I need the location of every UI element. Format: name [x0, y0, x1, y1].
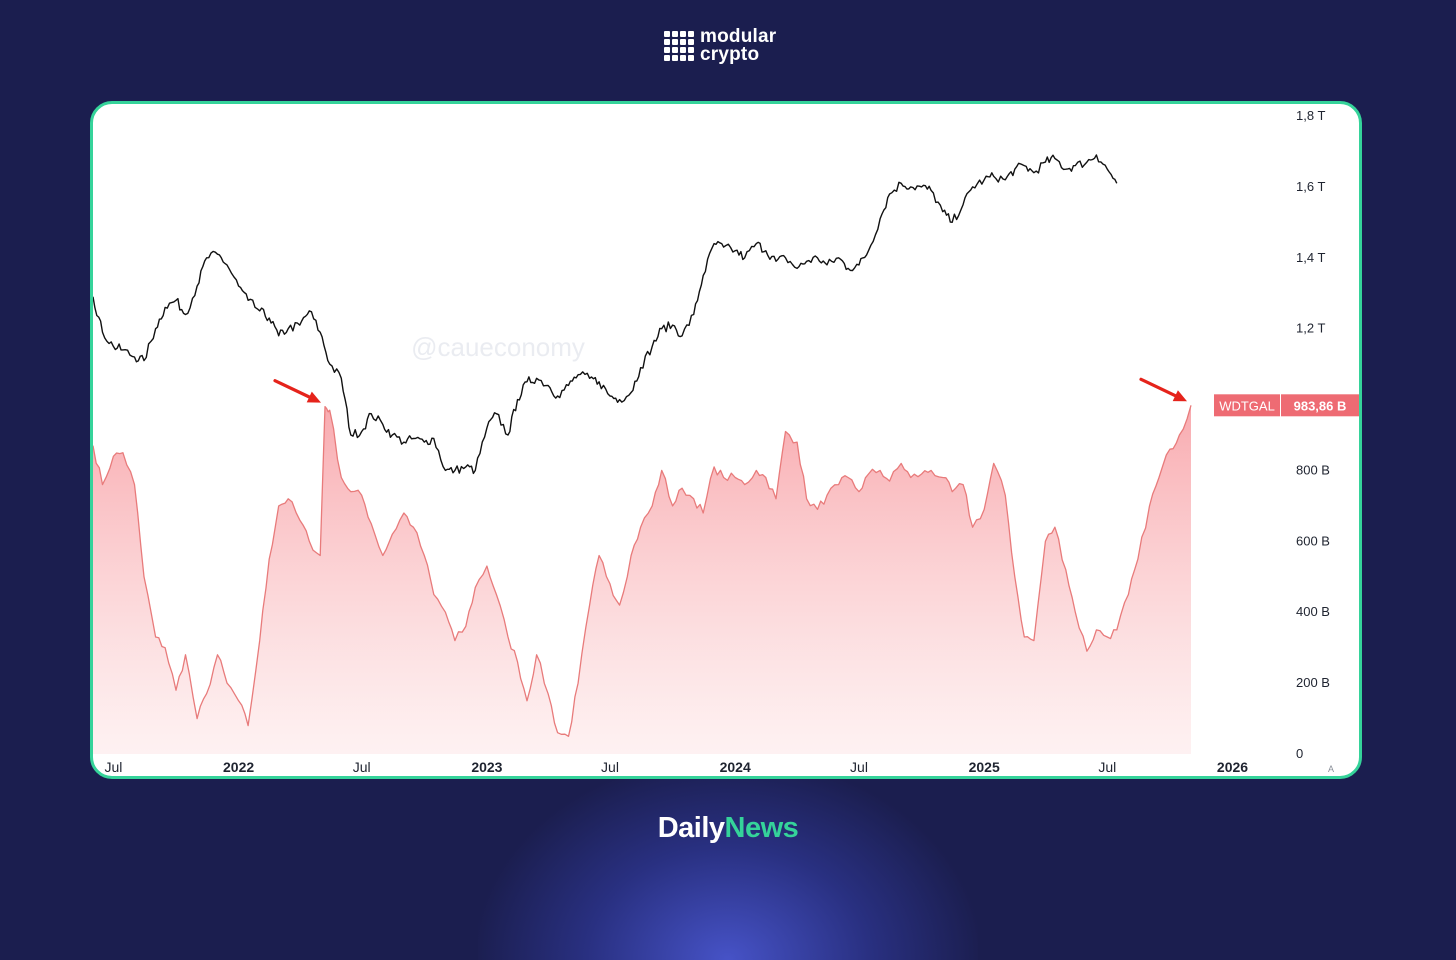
red-arrow-annotation: [273, 379, 321, 403]
y-tick-label: 1,4 T: [1296, 250, 1325, 265]
chart-svg: @caueconomy 0 200 B 400 B 600 B 800 B 1,2 T 1,…: [93, 108, 1359, 775]
grid-logo-icon: [664, 31, 694, 61]
brand-line1: modular: [700, 26, 777, 47]
x-tick-label: Jul: [104, 759, 122, 775]
chart-card: @caueconomy 0 200 B 400 B 600 B 800 B 1,2 T 1,…: [90, 101, 1362, 779]
x-tick-label: 2024: [720, 759, 751, 775]
x-tick-label: Jul: [1098, 759, 1116, 775]
x-tick-label: Jul: [601, 759, 619, 775]
footer-daily: Daily: [657, 812, 725, 844]
x-tick-label: Jul: [353, 759, 371, 775]
brand-name: modular crypto: [700, 26, 777, 65]
series-line: [93, 154, 1118, 475]
brand-line2: crypto: [700, 44, 760, 65]
x-tick-label: 2023: [471, 759, 502, 775]
y-tick-label: 200 B: [1296, 675, 1330, 690]
last-value-label: 983,86 B: [1294, 398, 1347, 413]
series-area-line: [93, 405, 1192, 737]
series-name-tag: [1214, 394, 1280, 417]
chart-watermark: @caueconomy: [411, 332, 585, 362]
scale-mark[interactable]: A: [1328, 764, 1334, 774]
y-tick-label: 800 B: [1296, 462, 1330, 477]
x-tick-label: 2026: [1217, 759, 1248, 775]
y-tick-label: 1,6 T: [1296, 179, 1325, 194]
series-area-fill: [93, 405, 1191, 754]
footer-glow: [478, 760, 978, 960]
red-arrow-annotation: [1139, 377, 1187, 402]
y-tick-label: 400 B: [1296, 604, 1330, 619]
x-tick-label: Jul: [850, 759, 868, 775]
y-tick-label: 1,8 T: [1296, 108, 1325, 123]
y-tick-label: 1,2 T: [1296, 321, 1325, 336]
last-value-tag: [1281, 394, 1359, 417]
y-tick-label: 600 B: [1296, 533, 1330, 548]
brand-logo: modular crypto: [664, 26, 777, 65]
footer-news: News: [724, 812, 799, 844]
footer-brand: DailyNews: [0, 812, 1456, 845]
x-tick-label: 2025: [969, 759, 1000, 775]
x-tick-label: 2022: [223, 759, 254, 775]
y-tick-label: 0: [1296, 746, 1303, 761]
series-name-label: WDTGAL: [1219, 398, 1275, 413]
